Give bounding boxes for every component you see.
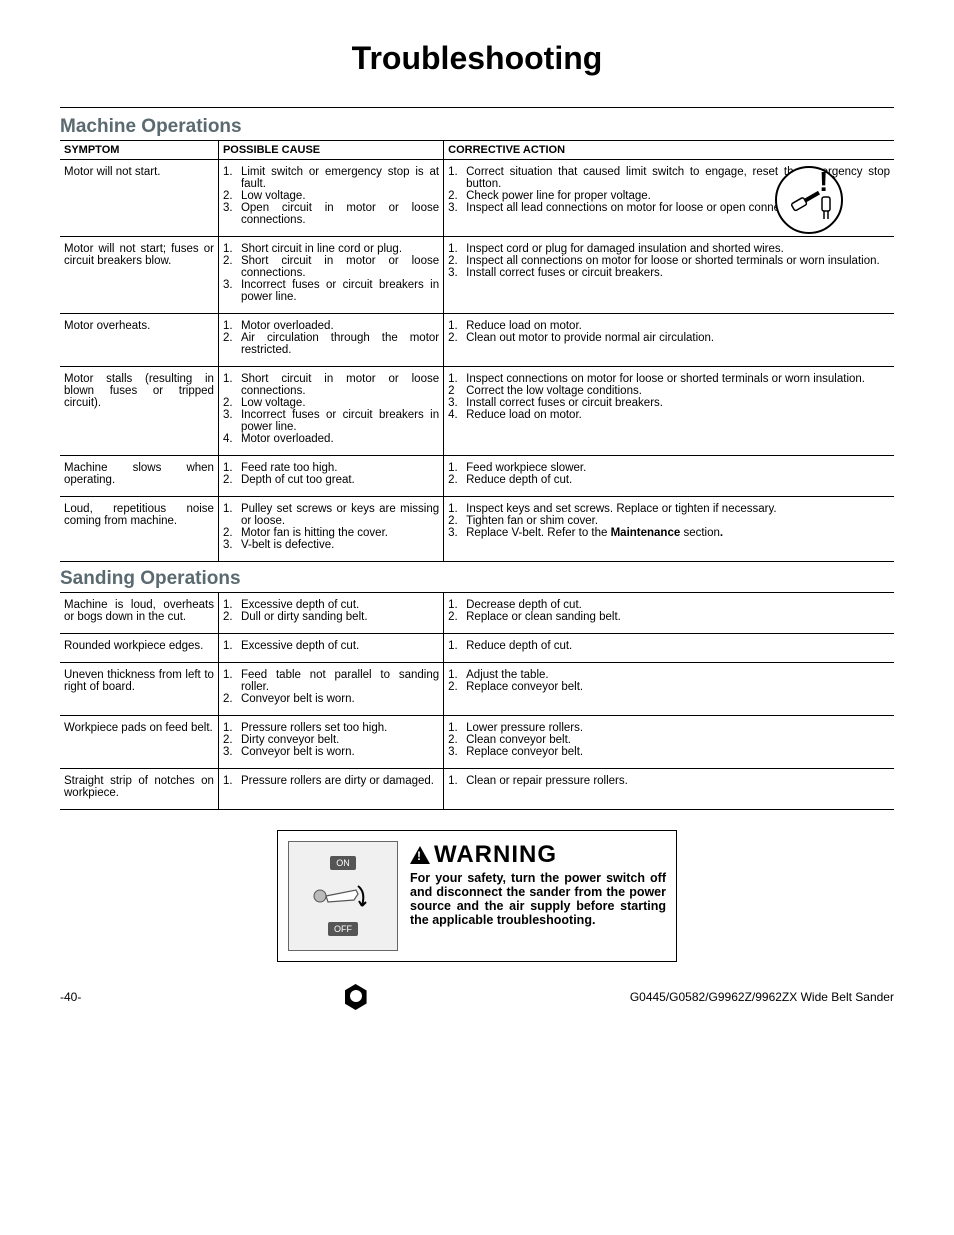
- table-row: Uneven thickness from left to right of b…: [60, 663, 894, 716]
- header-symptom: SYMPTOM: [60, 141, 218, 160]
- title-divider: [60, 107, 894, 108]
- action-cell: 1.Adjust the table.2.Replace conveyor be…: [444, 663, 894, 716]
- action-cell: 1.Lower pressure rollers.2.Clean conveyo…: [444, 716, 894, 769]
- cause-cell: 1.Pressure rollers are dirty or damaged.: [218, 769, 443, 810]
- table-row: Motor stalls (resulting in blown fuses o…: [60, 367, 894, 456]
- symptom-cell: Loud, repetitious noise coming from mach…: [60, 497, 218, 562]
- table-row: Straight strip of notches on workpiece.1…: [60, 769, 894, 810]
- cause-cell: 1.Short circuit in line cord or plug.2.S…: [218, 237, 443, 314]
- table-header-row: SYMPTOM POSSIBLE CAUSE CORRECTIVE ACTION: [60, 141, 894, 160]
- symptom-cell: Motor will not start; fuses or circuit b…: [60, 237, 218, 314]
- sanding-operations-table: Machine is loud, overheats or bogs down …: [60, 592, 894, 810]
- symptom-cell: Motor stalls (resulting in blown fuses o…: [60, 367, 218, 456]
- sanding-operations-heading: Sanding Operations: [60, 568, 894, 590]
- page-footer: -40- G0445/G0582/G9962Z/9962ZX Wide Belt…: [60, 984, 894, 1010]
- symptom-cell: Straight strip of notches on workpiece.: [60, 769, 218, 810]
- action-cell: 1.Inspect keys and set screws. Replace o…: [444, 497, 894, 562]
- cause-cell: 1.Motor overloaded.2.Air circulation thr…: [218, 314, 443, 367]
- symptom-cell: Motor will not start.: [60, 160, 218, 237]
- warning-box: ON OFF WARNING For your safety, turn the…: [277, 830, 677, 962]
- symptom-cell: Rounded workpiece edges.: [60, 634, 218, 663]
- machine-operations-heading: Machine Operations: [60, 116, 894, 138]
- action-cell: 1.Decrease depth of cut.2.Replace or cle…: [444, 593, 894, 634]
- table-row: Machine is loud, overheats or bogs down …: [60, 593, 894, 634]
- document-model-label: G0445/G0582/G9962Z/9962ZX Wide Belt Sand…: [630, 990, 894, 1004]
- action-cell: 1.Inspect connections on motor for loose…: [444, 367, 894, 456]
- action-cell: 1.Reduce load on motor.2.Clean out motor…: [444, 314, 894, 367]
- cause-cell: 1.Limit switch or emergency stop is at f…: [218, 160, 443, 237]
- section-badge-icon: !: [774, 165, 844, 235]
- cause-cell: 1.Short circuit in motor or loose connec…: [218, 367, 443, 456]
- page-title: Troubleshooting: [60, 40, 894, 77]
- warning-header-text: WARNING: [434, 841, 557, 869]
- cause-cell: 1.Feed table not parallel to sanding rol…: [218, 663, 443, 716]
- table-row: Motor will not start; fuses or circuit b…: [60, 237, 894, 314]
- on-label: ON: [330, 856, 356, 870]
- table-row: Machine slows when operating.1.Feed rate…: [60, 456, 894, 497]
- symptom-cell: Motor overheats.: [60, 314, 218, 367]
- page-number: -40-: [60, 990, 81, 1004]
- off-label: OFF: [328, 922, 358, 936]
- symptom-cell: Uneven thickness from left to right of b…: [60, 663, 218, 716]
- header-action: CORRECTIVE ACTION: [444, 141, 894, 160]
- symptom-cell: Machine is loud, overheats or bogs down …: [60, 593, 218, 634]
- machine-operations-table: SYMPTOM POSSIBLE CAUSE CORRECTIVE ACTION…: [60, 140, 894, 562]
- action-cell: 1.Reduce depth of cut.: [444, 634, 894, 663]
- table-row: Motor will not start.1.Limit switch or e…: [60, 160, 894, 237]
- table-row: Rounded workpiece edges.1.Excessive dept…: [60, 634, 894, 663]
- warning-header: WARNING: [410, 841, 666, 869]
- table-row: Loud, repetitious noise coming from mach…: [60, 497, 894, 562]
- action-cell: 1.Inspect cord or plug for damaged insul…: [444, 237, 894, 314]
- power-switch-diagram: ON OFF: [288, 841, 398, 951]
- warning-body-text: For your safety, turn the power switch o…: [410, 871, 666, 927]
- switch-hand-icon: [308, 876, 378, 916]
- symptom-cell: Machine slows when operating.: [60, 456, 218, 497]
- warning-triangle-icon: [410, 846, 430, 864]
- action-cell: 1.Feed workpiece slower.2.Reduce depth o…: [444, 456, 894, 497]
- action-cell: 1.Clean or repair pressure rollers.: [444, 769, 894, 810]
- brand-logo-icon: [345, 984, 367, 1010]
- table-row: Workpiece pads on feed belt.1.Pressure r…: [60, 716, 894, 769]
- cause-cell: 1.Excessive depth of cut.: [218, 634, 443, 663]
- table-row: Motor overheats.1.Motor overloaded.2.Air…: [60, 314, 894, 367]
- symptom-cell: Workpiece pads on feed belt.: [60, 716, 218, 769]
- header-cause: POSSIBLE CAUSE: [218, 141, 443, 160]
- svg-text:!: !: [819, 166, 828, 197]
- cause-cell: 1.Feed rate too high.2.Depth of cut too …: [218, 456, 443, 497]
- cause-cell: 1.Pressure rollers set too high.2.Dirty …: [218, 716, 443, 769]
- cause-cell: 1.Pulley set screws or keys are missing …: [218, 497, 443, 562]
- cause-cell: 1.Excessive depth of cut.2.Dull or dirty…: [218, 593, 443, 634]
